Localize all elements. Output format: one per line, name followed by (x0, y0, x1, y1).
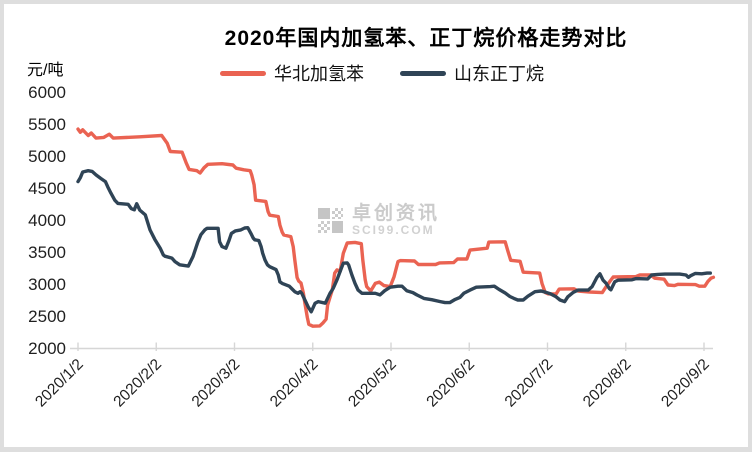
y-tick-label: 6000 (28, 83, 66, 102)
x-tick-label: 2020/9/2 (658, 356, 713, 411)
x-tick-label: 2020/4/2 (267, 356, 322, 411)
y-tick-label: 3500 (28, 243, 66, 262)
legend-item-n-butane: 山东正丁烷 (400, 60, 544, 86)
legend-label: 山东正丁烷 (454, 64, 544, 84)
y-tick-label: 4000 (28, 211, 66, 230)
y-tick-label: 5500 (28, 115, 66, 134)
series-line-shandong-butane (76, 168, 712, 314)
chart-panel (4, 4, 748, 447)
y-tick-label: 2000 (28, 339, 66, 358)
x-tick-label: 2020/5/2 (345, 356, 400, 411)
x-tick-label: 2020/7/2 (502, 356, 557, 411)
red-line-swatch-icon (220, 70, 266, 76)
chart-title: 2020年国内加氢苯、正丁烷价格走势对比 (224, 27, 628, 50)
y-axis-unit-label: 元/吨 (27, 62, 64, 79)
y-tick-label: 5000 (28, 147, 66, 166)
x-tick-label: 2020/6/2 (423, 356, 478, 411)
dark-line-swatch-icon (400, 70, 446, 76)
y-tick-label: 2500 (28, 307, 66, 326)
series-line-huabei-benzene (76, 127, 716, 328)
y-tick-label: 3000 (28, 275, 66, 294)
x-tick-label: 2020/3/2 (189, 356, 244, 411)
legend-item-hydrogenated-benzene: 华北加氢苯 (220, 60, 364, 86)
legend: 华北加氢苯 山东正丁烷 (6, 60, 752, 86)
legend-label: 华北加氢苯 (274, 64, 364, 84)
x-tick-label: 2020/8/2 (580, 356, 635, 411)
x-tick-label: 2020/2/2 (110, 356, 165, 411)
x-tick-label: 2020/1/2 (32, 356, 87, 411)
y-tick-label: 4500 (28, 179, 66, 198)
